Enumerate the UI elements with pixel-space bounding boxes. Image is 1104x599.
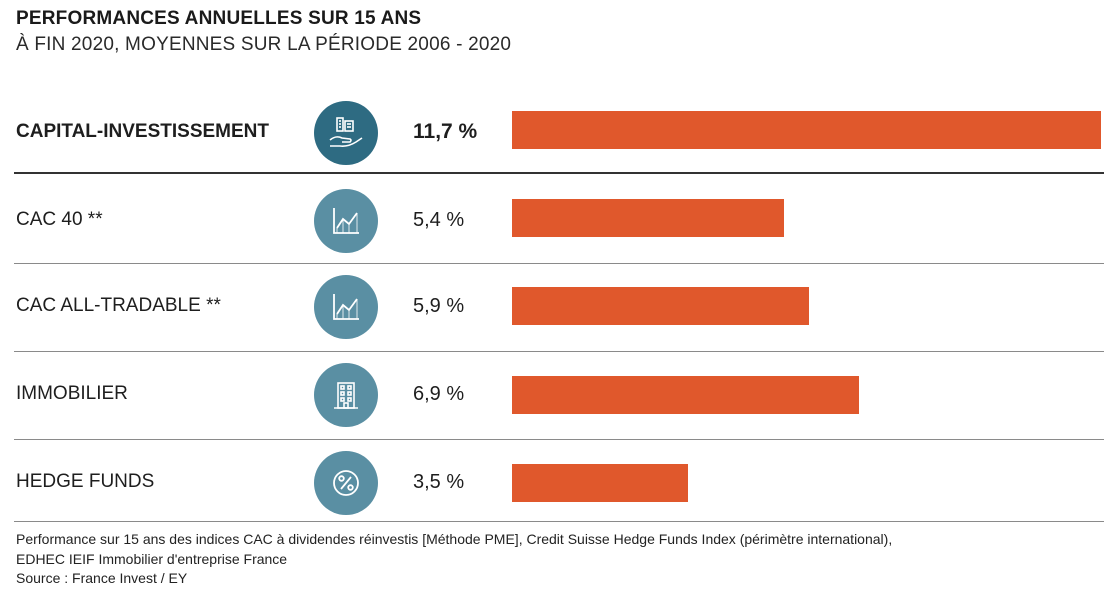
value-label: 3,5 % [413, 471, 465, 493]
value-label: 5,9 % [413, 295, 465, 317]
bar-row: CAC ALL-TRADABLE ** 5,9 % [0, 266, 1104, 346]
chart-title: PERFORMANCES ANNUELLES SUR 15 ANS [16, 8, 422, 29]
value-label: 6,9 % [413, 383, 465, 405]
bar [512, 199, 784, 237]
category-label: CAC ALL-TRADABLE ** [16, 295, 221, 316]
category-label: IMMOBILIER [16, 383, 128, 404]
source: Source : France Invest / EY [16, 570, 188, 586]
bar [512, 464, 688, 502]
bar [512, 287, 809, 325]
hand-buildings-icon [314, 101, 378, 165]
footnote: Performance sur 15 ans des indices CAC à… [16, 531, 893, 567]
chart-subtitle: À FIN 2020, MOYENNES SUR LA PÉRIODE 2006… [16, 34, 512, 55]
line-chart-icon [314, 275, 378, 339]
category-label: HEDGE FUNDS [16, 471, 155, 492]
line-chart-icon [314, 189, 378, 253]
bar-row: CAPITAL-INVESTISSEMENT 11,7 % [0, 92, 1104, 172]
category-label: CAC 40 ** [16, 209, 103, 230]
divider [14, 172, 1104, 174]
bar-row: HEDGE FUNDS 3,5 % [0, 442, 1104, 522]
category-label: CAPITAL-INVESTISSEMENT [16, 121, 269, 142]
office-building-icon [314, 363, 378, 427]
divider [14, 263, 1104, 264]
bar-row: IMMOBILIER 6,9 % [0, 354, 1104, 434]
percent-icon [314, 451, 378, 515]
divider [14, 439, 1104, 440]
divider [14, 521, 1104, 522]
divider [14, 351, 1104, 352]
value-label: 11,7 % [413, 120, 478, 143]
value-label: 5,4 % [413, 209, 465, 231]
bar [512, 376, 859, 414]
bar-row: CAC 40 ** 5,4 % [0, 180, 1104, 260]
bar [512, 111, 1101, 149]
